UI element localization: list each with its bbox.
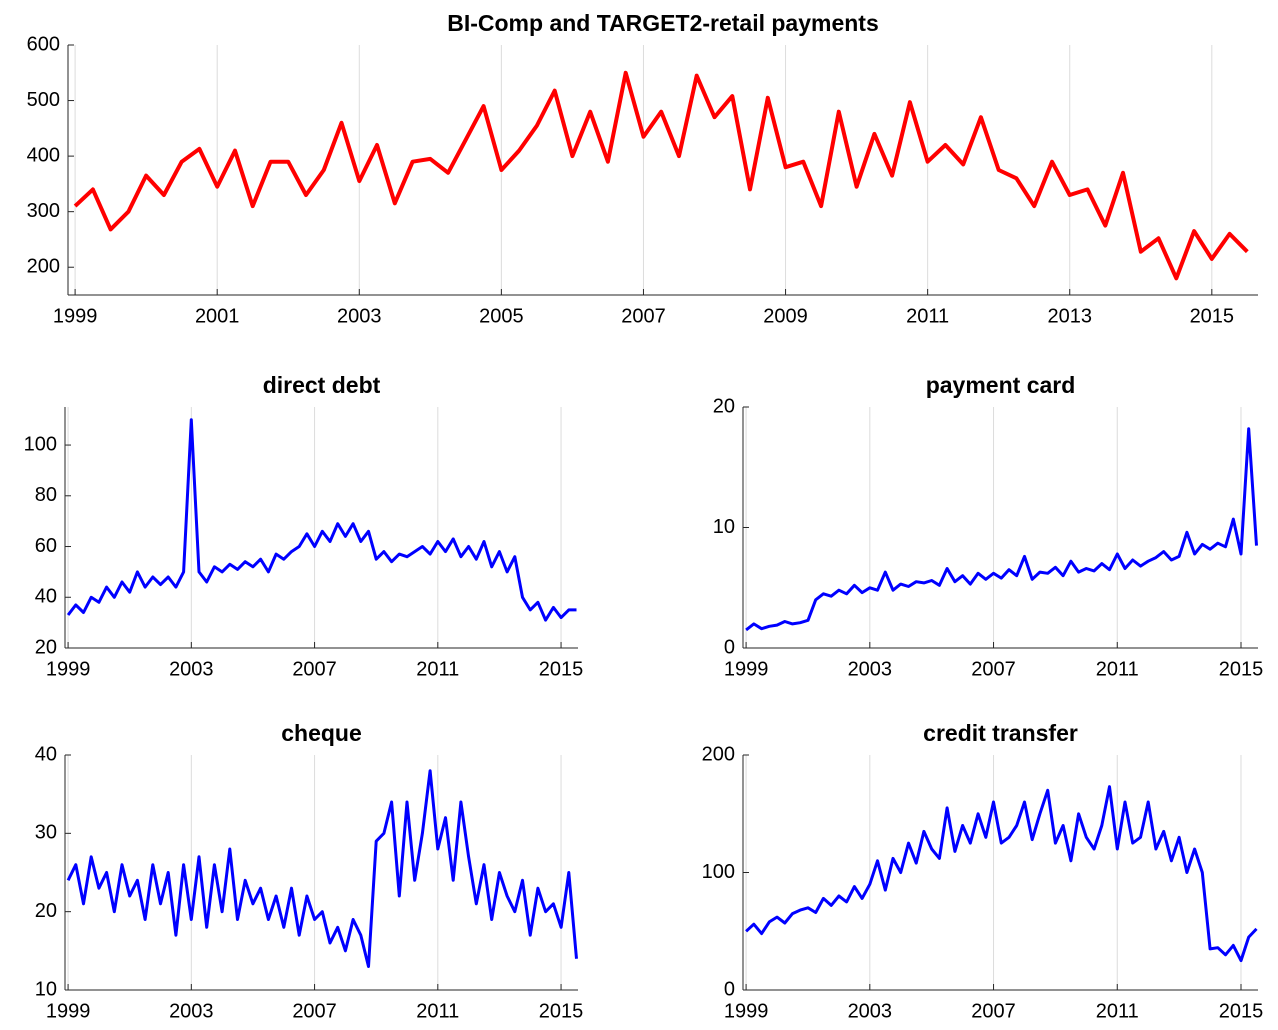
y-tick-label: 400 xyxy=(27,144,60,166)
chart-title: direct debt xyxy=(263,372,381,398)
subplot: BI-Comp and TARGET2-retail payments 1999 2… xyxy=(27,10,1258,327)
x-tick-label: 2007 xyxy=(292,658,337,680)
x-tick-label: 1999 xyxy=(53,305,98,327)
y-tick-label: 0 xyxy=(724,978,735,1000)
x-tick-label: 2015 xyxy=(539,1000,584,1022)
x-tick-label: 2011 xyxy=(416,1000,459,1022)
y-tick-label: 500 xyxy=(27,89,60,111)
y-tick-label: 0 xyxy=(724,636,735,658)
subplot: credit transfer 1999 2003 2007 2011 2015 0 100 2… xyxy=(702,720,1264,1022)
x-tick-label: 2003 xyxy=(848,1000,893,1022)
subplot: cheque 1999 2003 2007 2011 2015 10 20 30 40 xyxy=(35,720,584,1022)
x-tick-label: 2003 xyxy=(169,658,214,680)
y-tick-label: 20 xyxy=(35,900,57,922)
subplot: payment card 1999 2003 2007 2011 2015 0 10 20 xyxy=(713,372,1263,680)
y-tick-label: 100 xyxy=(24,433,57,455)
chart-title: payment card xyxy=(926,372,1076,398)
x-tick-label: 2001 xyxy=(195,305,240,327)
x-tick-label: 2003 xyxy=(169,1000,214,1022)
data-line xyxy=(745,427,1258,632)
data-line xyxy=(73,70,1249,281)
y-tick-label: 200 xyxy=(27,256,60,278)
y-tick-label: 40 xyxy=(35,586,57,608)
y-tick-label: 40 xyxy=(35,743,57,765)
x-tick-label: 2015 xyxy=(1219,658,1264,680)
x-tick-label: 2011 xyxy=(416,658,459,680)
data-line xyxy=(745,785,1258,963)
data-line xyxy=(66,418,577,622)
x-tick-label: 2015 xyxy=(539,658,584,680)
x-tick-label: 2009 xyxy=(763,305,808,327)
x-tick-label: 2003 xyxy=(337,305,382,327)
x-tick-label: 2005 xyxy=(479,305,524,327)
y-tick-label: 100 xyxy=(702,861,735,883)
chart-title: BI-Comp and TARGET2-retail payments xyxy=(447,10,879,36)
y-tick-label: 20 xyxy=(713,395,735,417)
y-tick-label: 600 xyxy=(27,33,60,55)
y-tick-label: 300 xyxy=(27,200,60,222)
x-tick-label: 2007 xyxy=(292,1000,337,1022)
y-tick-label: 30 xyxy=(35,822,57,844)
x-tick-label: 2011 xyxy=(1096,1000,1139,1022)
x-tick-label: 1999 xyxy=(46,658,91,680)
y-tick-label: 20 xyxy=(35,636,57,658)
x-tick-label: 1999 xyxy=(46,1000,91,1022)
x-tick-label: 2011 xyxy=(906,305,949,327)
x-tick-label: 2013 xyxy=(1047,305,1092,327)
y-tick-label: 200 xyxy=(702,743,735,765)
x-tick-label: 2007 xyxy=(621,305,666,327)
x-tick-label: 1999 xyxy=(724,1000,769,1022)
y-tick-label: 80 xyxy=(35,484,57,506)
x-tick-label: 1999 xyxy=(724,658,769,680)
x-tick-label: 2007 xyxy=(971,658,1016,680)
y-tick-label: 10 xyxy=(35,978,57,1000)
subplot: direct debt 1999 2003 2007 2011 2015 20 40 60 80 1… xyxy=(24,372,584,680)
x-tick-label: 2015 xyxy=(1190,305,1235,327)
x-tick-label: 2015 xyxy=(1219,1000,1264,1022)
chart-title: cheque xyxy=(281,720,362,746)
y-tick-label: 10 xyxy=(713,516,735,538)
data-line xyxy=(66,769,578,968)
chart-title: credit transfer xyxy=(923,720,1078,746)
x-tick-label: 2007 xyxy=(971,1000,1016,1022)
x-tick-label: 2003 xyxy=(848,658,893,680)
x-tick-label: 2011 xyxy=(1096,658,1139,680)
y-tick-label: 60 xyxy=(35,535,57,557)
